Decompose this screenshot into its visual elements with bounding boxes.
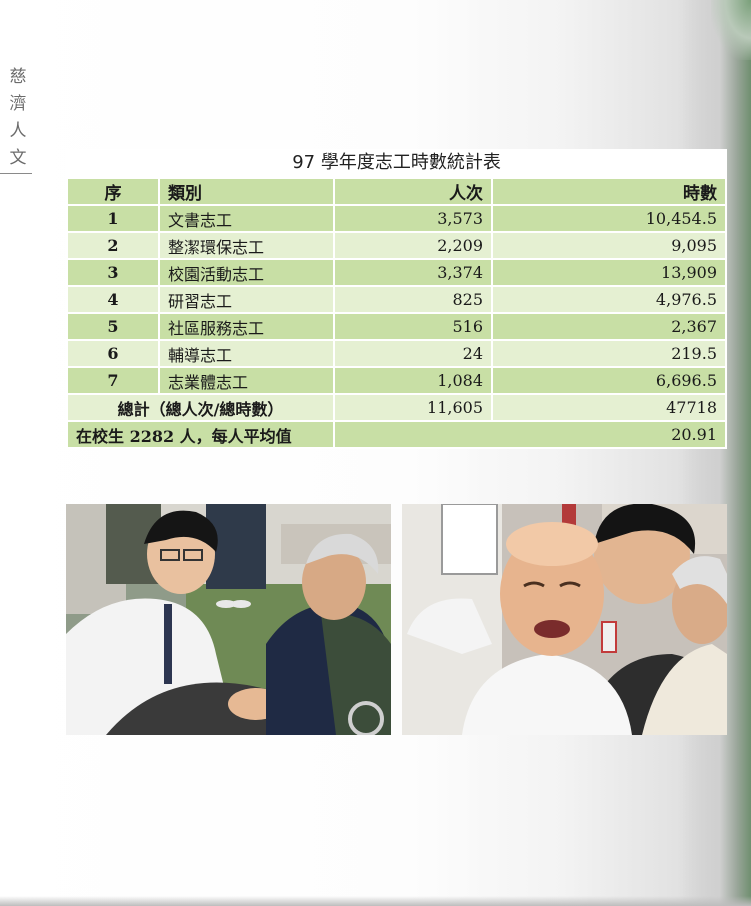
cell-category: 校園活動志工 xyxy=(158,258,335,287)
cell-category: 文書志工 xyxy=(158,204,335,233)
side-header-rule xyxy=(0,173,32,174)
photo-student-with-elder xyxy=(66,504,391,735)
table-row: 7 志業體志工 1,084 6,696.5 xyxy=(66,366,727,395)
cell-count: 3,573 xyxy=(333,204,493,233)
cell-seq: 1 xyxy=(66,204,160,233)
table-average-row: 在校生 2282 人，每人平均值 20.91 xyxy=(66,420,727,449)
header-count: 人次 xyxy=(333,177,493,206)
total-count: 11,605 xyxy=(333,393,493,422)
table-row: 3 校園活動志工 3,374 13,909 xyxy=(66,258,727,287)
cell-seq: 4 xyxy=(66,285,160,314)
cell-hours: 9,095 xyxy=(491,231,727,260)
header-seq: 序 xyxy=(66,177,160,206)
cell-count: 1,084 xyxy=(333,366,493,395)
header-category: 類別 xyxy=(158,177,335,206)
table-row: 4 研習志工 825 4,976.5 xyxy=(66,285,727,314)
page-curl-shadow xyxy=(681,0,751,906)
cell-category: 志業體志工 xyxy=(158,366,335,395)
cell-seq: 5 xyxy=(66,312,160,341)
side-header-char: 濟 xyxy=(9,94,27,114)
table-header-row: 序 類別 人次 時數 xyxy=(66,177,727,206)
average-label: 在校生 2282 人，每人平均值 xyxy=(66,420,335,449)
cell-hours: 13,909 xyxy=(491,258,727,287)
cell-count: 2,209 xyxy=(333,231,493,260)
cell-seq: 7 xyxy=(66,366,160,395)
cell-hours: 2,367 xyxy=(491,312,727,341)
cell-seq: 3 xyxy=(66,258,160,287)
cell-category: 社區服務志工 xyxy=(158,312,335,341)
table-total-row: 總計（總人次/總時數） 11,605 47718 xyxy=(66,393,727,422)
table-row: 5 社區服務志工 516 2,367 xyxy=(66,312,727,341)
cell-seq: 6 xyxy=(66,339,160,368)
photo-illustration-right xyxy=(402,504,727,735)
cell-hours: 219.5 xyxy=(491,339,727,368)
side-header-char: 人 xyxy=(9,121,27,141)
average-value: 20.91 xyxy=(333,420,727,449)
cell-count: 3,374 xyxy=(333,258,493,287)
table-row: 1 文書志工 3,573 10,454.5 xyxy=(66,204,727,233)
header-hours: 時數 xyxy=(491,177,727,206)
page-curl-edge xyxy=(711,0,751,60)
total-label: 總計（總人次/總時數） xyxy=(66,393,335,422)
table-row: 6 輔導志工 24 219.5 xyxy=(66,339,727,368)
cell-category: 整潔環保志工 xyxy=(158,231,335,260)
total-hours: 47718 xyxy=(491,393,727,422)
page-bottom-shadow xyxy=(0,896,751,906)
cell-hours: 4,976.5 xyxy=(491,285,727,314)
volunteer-hours-table: 97 學年度志工時數統計表 序 類別 人次 時數 1 文書志工 3,573 10… xyxy=(66,149,727,449)
side-header-char: 文 xyxy=(9,148,27,168)
photo-illustration-left xyxy=(66,504,391,735)
cell-count: 516 xyxy=(333,312,493,341)
cell-hours: 6,696.5 xyxy=(491,366,727,395)
photo-elders-smiling xyxy=(402,504,727,735)
cell-category: 輔導志工 xyxy=(158,339,335,368)
cell-count: 24 xyxy=(333,339,493,368)
table-title: 97 學年度志工時數統計表 xyxy=(66,149,727,177)
table-row: 2 整潔環保志工 2,209 9,095 xyxy=(66,231,727,260)
stats-table: 序 類別 人次 時數 1 文書志工 3,573 10,454.5 2 整潔環保志… xyxy=(66,177,727,449)
cell-seq: 2 xyxy=(66,231,160,260)
cell-hours: 10,454.5 xyxy=(491,204,727,233)
side-section-header: 慈 濟 人 文 xyxy=(8,64,28,172)
side-header-char: 慈 xyxy=(9,67,27,87)
cell-category: 研習志工 xyxy=(158,285,335,314)
cell-count: 825 xyxy=(333,285,493,314)
